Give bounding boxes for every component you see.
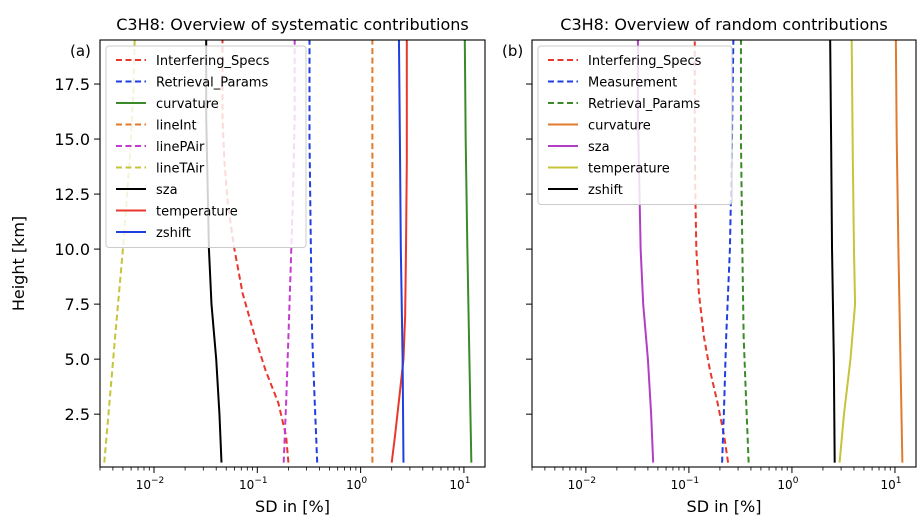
series-line-retrieval-params: [308, 40, 319, 463]
series-line-curvature: [463, 40, 473, 463]
y-tick-label: 17.5: [54, 75, 90, 94]
legend-entry: Retrieval_Params: [156, 76, 268, 91]
series-line-measurement: [721, 40, 735, 463]
legend-entry: linePAir: [156, 140, 205, 155]
x-tick-label: 10−2: [136, 476, 165, 492]
x-axis-label-random: SD in [%]: [687, 497, 762, 516]
series-line-temperature: [390, 40, 408, 463]
legend-entry: sza: [588, 140, 610, 155]
legend-entry: Measurement: [588, 76, 677, 91]
legend-entry: Retrieval_Params: [588, 97, 700, 112]
panel-label-a: (a): [70, 42, 91, 60]
legend-entry: lineTAir: [156, 162, 205, 177]
x-tick-label: 10−2: [568, 476, 597, 492]
y-tick-label: 10.0: [54, 240, 90, 259]
y-axis-label: Height [km]: [9, 216, 28, 311]
legend-entry: temperature: [588, 162, 670, 177]
legend: Interfering_Specs Retrieval_Paramscurvatu…: [105, 45, 307, 248]
legend-entry: Interfering_Specs: [156, 54, 270, 69]
legend-entry: sza: [156, 183, 178, 198]
y-tick-label: 15.0: [54, 130, 90, 149]
panel-label-b: (b): [502, 42, 523, 60]
x-tick-label: 101: [880, 476, 901, 492]
chart-title-systematic: C3H8: Overview of systematic contributio…: [116, 15, 469, 34]
legend-entry: lineInt: [156, 119, 197, 134]
chart-title-random: C3H8: Overview of random contributions: [560, 15, 887, 34]
legend-box: [105, 45, 307, 248]
legend-box: [537, 45, 733, 205]
y-tick-label: 5.0: [65, 350, 90, 369]
panel-random: C3H8: Overview of random contributions S…: [502, 15, 917, 516]
x-tick-label: 100: [777, 476, 798, 492]
series-line-zshift: [829, 40, 836, 463]
legend-entry: curvature: [588, 119, 651, 134]
y-tick-label: 7.5: [65, 295, 90, 314]
x-tick-label: 10−1: [239, 476, 268, 492]
legend-entry: zshift: [156, 226, 191, 241]
y-tick-label: 12.5: [54, 185, 90, 204]
legend: Interfering_Specs Measurement Retrieval_Pa…: [537, 45, 733, 205]
x-tick-label: 10−1: [671, 476, 700, 492]
series-line-temperature: [838, 40, 857, 463]
legend-entry: zshift: [588, 183, 623, 198]
x-axis-label-systematic: SD in [%]: [255, 497, 330, 516]
plot-frame: [99, 39, 486, 468]
x-tick-label: 100: [346, 476, 367, 492]
series-line-curvature: [894, 40, 904, 463]
series-line-linetair: [103, 40, 136, 463]
legend-entry: Interfering_Specs: [588, 54, 702, 69]
plot-frame: [531, 39, 917, 468]
panel-systematic: C3H8: Overview of systematic contributio…: [9, 15, 486, 516]
series-line-zshift: [397, 40, 405, 463]
y-tick-label: 2.5: [65, 405, 90, 424]
series-line-retrieval-params: [739, 40, 750, 463]
legend-entry: temperature: [156, 205, 238, 220]
x-tick-label: 101: [449, 476, 470, 492]
legend-entry: curvature: [156, 97, 219, 112]
